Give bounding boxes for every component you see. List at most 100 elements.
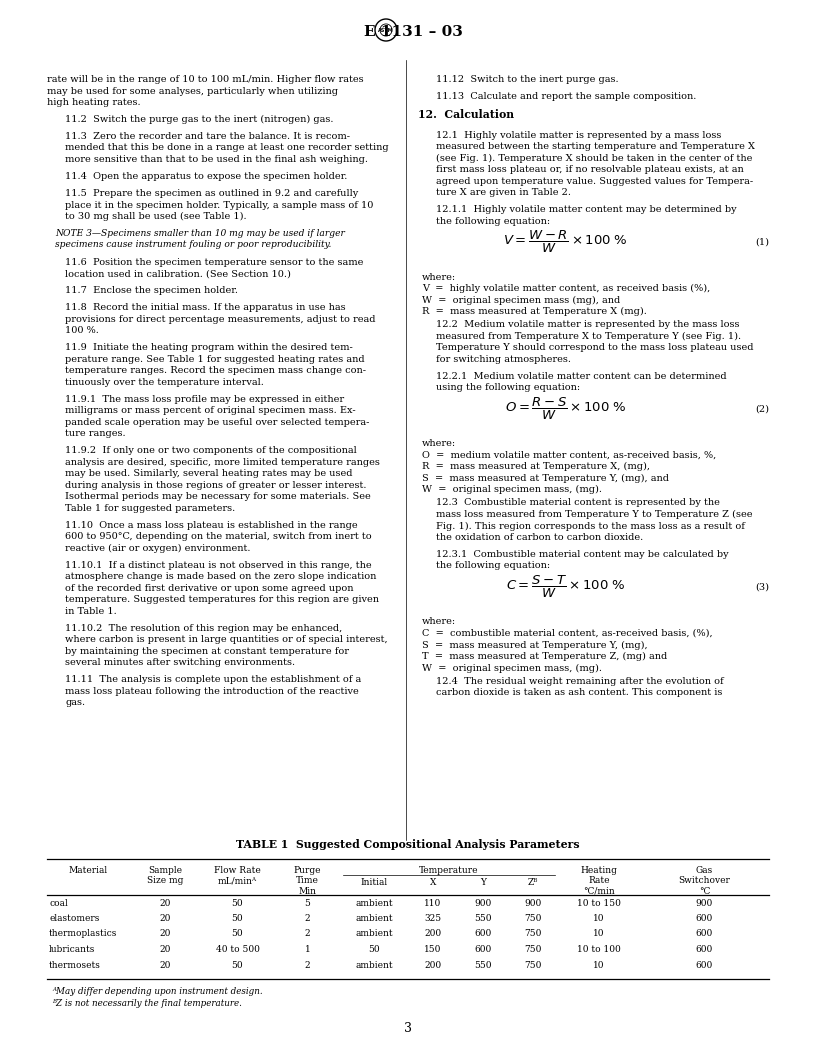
Text: where:: where: bbox=[422, 439, 456, 448]
Text: ambient: ambient bbox=[355, 961, 392, 969]
Text: Y: Y bbox=[480, 878, 486, 887]
Text: 20: 20 bbox=[159, 961, 171, 969]
Text: to 30 mg shall be used (see Table 1).: to 30 mg shall be used (see Table 1). bbox=[65, 212, 246, 221]
Text: 11.9.1  The mass loss profile may be expressed in either: 11.9.1 The mass loss profile may be expr… bbox=[65, 395, 344, 403]
Text: carbon dioxide is taken as ash content. This component is: carbon dioxide is taken as ash content. … bbox=[436, 689, 722, 697]
Text: first mass loss plateau or, if no resolvable plateau exists, at an: first mass loss plateau or, if no resolv… bbox=[436, 165, 743, 174]
Text: 10 to 100: 10 to 100 bbox=[577, 945, 621, 954]
Text: 2: 2 bbox=[304, 961, 310, 969]
Text: (3): (3) bbox=[755, 583, 769, 591]
Text: milligrams or mass percent of original specimen mass. Ex-: milligrams or mass percent of original s… bbox=[65, 407, 356, 415]
Text: 11.12  Switch to the inert purge gas.: 11.12 Switch to the inert purge gas. bbox=[436, 75, 619, 84]
Text: 100 %.: 100 %. bbox=[65, 326, 99, 336]
Text: 50: 50 bbox=[368, 945, 379, 954]
Text: 11.6  Position the specimen temperature sensor to the same: 11.6 Position the specimen temperature s… bbox=[65, 258, 363, 267]
Text: 11.3  Zero the recorder and tare the balance. It is recom-: 11.3 Zero the recorder and tare the bala… bbox=[65, 132, 350, 142]
Text: temperature ranges. Record the specimen mass change con-: temperature ranges. Record the specimen … bbox=[65, 366, 366, 376]
Text: 1: 1 bbox=[304, 945, 310, 954]
Text: agreed upon temperature value. Suggested values for Tempera-: agreed upon temperature value. Suggested… bbox=[436, 176, 753, 186]
Text: 11.4  Open the apparatus to expose the specimen holder.: 11.4 Open the apparatus to expose the sp… bbox=[65, 172, 348, 181]
Text: temperature. Suggested temperatures for this region are given: temperature. Suggested temperatures for … bbox=[65, 596, 379, 604]
Text: 600: 600 bbox=[474, 929, 491, 939]
Text: ᴬMay differ depending upon instrument design.: ᴬMay differ depending upon instrument de… bbox=[52, 987, 263, 997]
Text: 11.13  Calculate and report the sample composition.: 11.13 Calculate and report the sample co… bbox=[436, 92, 696, 101]
Text: $V = \dfrac{W - R}{W} \times 100\;\%$: $V = \dfrac{W - R}{W} \times 100\;\%$ bbox=[503, 229, 628, 256]
Text: 11.11  The analysis is complete upon the establishment of a: 11.11 The analysis is complete upon the … bbox=[65, 676, 361, 684]
Text: R  =  mass measured at Temperature X (mg).: R = mass measured at Temperature X (mg). bbox=[422, 307, 647, 316]
Text: where carbon is present in large quantities or of special interest,: where carbon is present in large quantit… bbox=[65, 636, 388, 644]
Text: S  =  mass measured at Temperature Y, (mg), and: S = mass measured at Temperature Y, (mg)… bbox=[422, 474, 669, 483]
Text: 11.10.1  If a distinct plateau is not observed in this range, the: 11.10.1 If a distinct plateau is not obs… bbox=[65, 561, 371, 570]
Text: 12.4  The residual weight remaining after the evolution of: 12.4 The residual weight remaining after… bbox=[436, 677, 724, 685]
Text: 600: 600 bbox=[696, 914, 713, 923]
Text: 20: 20 bbox=[159, 914, 171, 923]
Text: 600: 600 bbox=[696, 961, 713, 969]
Text: (2): (2) bbox=[755, 404, 769, 414]
Text: Table 1 for suggested parameters.: Table 1 for suggested parameters. bbox=[65, 504, 235, 513]
Text: Fig. 1). This region corresponds to the mass loss as a result of: Fig. 1). This region corresponds to the … bbox=[436, 522, 745, 530]
Text: 50: 50 bbox=[232, 929, 243, 939]
Text: specimens cause instrument fouling or poor reproducibility.: specimens cause instrument fouling or po… bbox=[55, 240, 331, 249]
Text: 10: 10 bbox=[593, 961, 605, 969]
Text: rate will be in the range of 10 to 100 mL/min. Higher flow rates: rate will be in the range of 10 to 100 m… bbox=[47, 75, 364, 84]
Text: 12.3  Combustible material content is represented by the: 12.3 Combustible material content is rep… bbox=[436, 498, 720, 507]
Text: 900: 900 bbox=[696, 899, 713, 907]
Text: measured from Temperature X to Temperature Y (see Fig. 1).: measured from Temperature X to Temperatu… bbox=[436, 332, 741, 341]
Text: 10: 10 bbox=[593, 929, 605, 939]
Text: high heating rates.: high heating rates. bbox=[47, 98, 140, 107]
Text: Zᴮ: Zᴮ bbox=[528, 878, 539, 887]
Text: mass loss plateau following the introduction of the reactive: mass loss plateau following the introduc… bbox=[65, 686, 359, 696]
Text: 10: 10 bbox=[593, 914, 605, 923]
Text: TABLE 1  Suggested Compositional Analysis Parameters: TABLE 1 Suggested Compositional Analysis… bbox=[236, 840, 580, 850]
Text: perature range. See Table 1 for suggested heating rates and: perature range. See Table 1 for suggeste… bbox=[65, 355, 365, 364]
Text: 20: 20 bbox=[159, 945, 171, 954]
Text: (see Fig. 1). Temperature X should be taken in the center of the: (see Fig. 1). Temperature X should be ta… bbox=[436, 153, 752, 163]
Text: (1): (1) bbox=[755, 238, 769, 247]
Text: during analysis in those regions of greater or lesser interest.: during analysis in those regions of grea… bbox=[65, 480, 366, 490]
Text: C  =  combustible material content, as-received basis, (%),: C = combustible material content, as-rec… bbox=[422, 629, 712, 638]
Text: atmosphere change is made based on the zero slope indication: atmosphere change is made based on the z… bbox=[65, 572, 376, 582]
Text: more sensitive than that to be used in the final ash weighing.: more sensitive than that to be used in t… bbox=[65, 155, 368, 164]
Text: W  =  original specimen mass (mg), and: W = original specimen mass (mg), and bbox=[422, 296, 620, 305]
Text: 11.8  Record the initial mass. If the apparatus in use has: 11.8 Record the initial mass. If the app… bbox=[65, 303, 346, 313]
Text: ture ranges.: ture ranges. bbox=[65, 430, 126, 438]
Text: thermoplastics: thermoplastics bbox=[49, 929, 118, 939]
Text: Heating
Rate
°C/min: Heating Rate °C/min bbox=[580, 866, 618, 895]
Text: reactive (air or oxygen) environment.: reactive (air or oxygen) environment. bbox=[65, 544, 251, 553]
Text: O  =  medium volatile matter content, as-received basis, %,: O = medium volatile matter content, as-r… bbox=[422, 451, 716, 459]
Text: Material: Material bbox=[69, 866, 108, 875]
Text: lubricants: lubricants bbox=[49, 945, 95, 954]
Text: panded scale operation may be useful over selected tempera-: panded scale operation may be useful ove… bbox=[65, 418, 370, 427]
Text: 11.7  Enclose the specimen holder.: 11.7 Enclose the specimen holder. bbox=[65, 286, 238, 296]
Text: 12.2.1  Medium volatile matter content can be determined: 12.2.1 Medium volatile matter content ca… bbox=[436, 372, 726, 381]
Text: thermosets: thermosets bbox=[49, 961, 101, 969]
Text: 11.10  Once a mass loss plateau is established in the range: 11.10 Once a mass loss plateau is establ… bbox=[65, 521, 357, 530]
Text: 50: 50 bbox=[232, 914, 243, 923]
Text: the following equation:: the following equation: bbox=[436, 562, 550, 570]
Text: 3: 3 bbox=[404, 1021, 412, 1035]
Text: 600: 600 bbox=[474, 945, 491, 954]
Text: E 1131 – 03: E 1131 – 03 bbox=[364, 25, 463, 39]
Text: R  =  mass measured at Temperature X, (mg),: R = mass measured at Temperature X, (mg)… bbox=[422, 463, 650, 471]
Text: mass loss measured from Temperature Y to Temperature Z (see: mass loss measured from Temperature Y to… bbox=[436, 510, 752, 520]
Text: 600: 600 bbox=[696, 945, 713, 954]
Text: 20: 20 bbox=[159, 899, 171, 907]
Text: 2: 2 bbox=[304, 929, 310, 939]
Text: $O = \dfrac{R - S}{W} \times 100\;\%$: $O = \dfrac{R - S}{W} \times 100\;\%$ bbox=[505, 396, 626, 422]
Text: Gas
Switchover
°C: Gas Switchover °C bbox=[679, 866, 730, 895]
Text: 11.9  Initiate the heating program within the desired tem-: 11.9 Initiate the heating program within… bbox=[65, 343, 353, 353]
Text: may be used for some analyses, particularly when utilizing: may be used for some analyses, particula… bbox=[47, 87, 338, 95]
Text: 12.  Calculation: 12. Calculation bbox=[418, 109, 514, 120]
Text: 12.1  Highly volatile matter is represented by a mass loss: 12.1 Highly volatile matter is represent… bbox=[436, 131, 721, 139]
Text: Sample
Size mg: Sample Size mg bbox=[147, 866, 183, 885]
Text: 50: 50 bbox=[232, 961, 243, 969]
Text: 600: 600 bbox=[696, 929, 713, 939]
Text: 12.3.1  Combustible material content may be calculated by: 12.3.1 Combustible material content may … bbox=[436, 550, 729, 559]
Text: ture X are given in Table 2.: ture X are given in Table 2. bbox=[436, 188, 571, 197]
Text: the oxidation of carbon to carbon dioxide.: the oxidation of carbon to carbon dioxid… bbox=[436, 533, 643, 542]
Text: 11.2  Switch the purge gas to the inert (nitrogen) gas.: 11.2 Switch the purge gas to the inert (… bbox=[65, 115, 334, 125]
Text: in Table 1.: in Table 1. bbox=[65, 607, 117, 616]
Text: 150: 150 bbox=[424, 945, 441, 954]
Text: where:: where: bbox=[422, 618, 456, 626]
Text: coal: coal bbox=[49, 899, 68, 907]
